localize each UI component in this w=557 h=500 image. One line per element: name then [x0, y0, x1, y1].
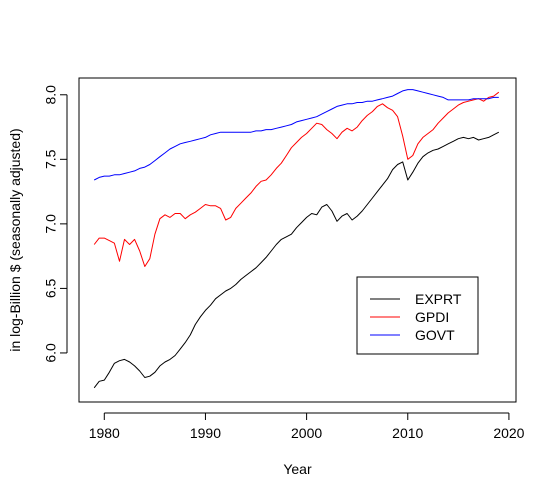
legend: EXPRT GPDI GOVT — [356, 276, 479, 355]
y-tick-label: 6.5 — [43, 278, 59, 298]
series-line-govt — [93, 89, 499, 181]
x-tick-label: 2010 — [392, 425, 423, 441]
series-layer — [93, 89, 500, 389]
plot-frame — [78, 77, 517, 403]
legend-label-gpdi: GPDI — [415, 309, 449, 325]
x-tick-label: 1980 — [89, 425, 120, 441]
x-tick-label: 2000 — [291, 425, 322, 441]
y-tick-label: 7.0 — [43, 214, 59, 234]
y-axis-title: in log-Billion $ (seasonally adjusted) — [7, 128, 23, 351]
legend-label-govt: GOVT — [415, 327, 455, 343]
x-tick-label: 2020 — [493, 425, 524, 441]
series-line-exprt — [93, 131, 500, 389]
y-tick-label: 8.0 — [43, 85, 59, 105]
legend-label-exprt: EXPRT — [415, 291, 462, 307]
y-tick-label: 6.0 — [43, 343, 59, 363]
x-axis-title: Year — [283, 461, 312, 477]
y-tick-label: 7.5 — [43, 149, 59, 169]
series-line-gpdi — [93, 91, 500, 267]
x-tick-label: 1990 — [190, 425, 221, 441]
legend-box — [356, 276, 479, 355]
axes-layer: 1980 1990 2000 2010 2020 6.0 6.5 7.0 7.5 8.0 — [43, 85, 525, 441]
